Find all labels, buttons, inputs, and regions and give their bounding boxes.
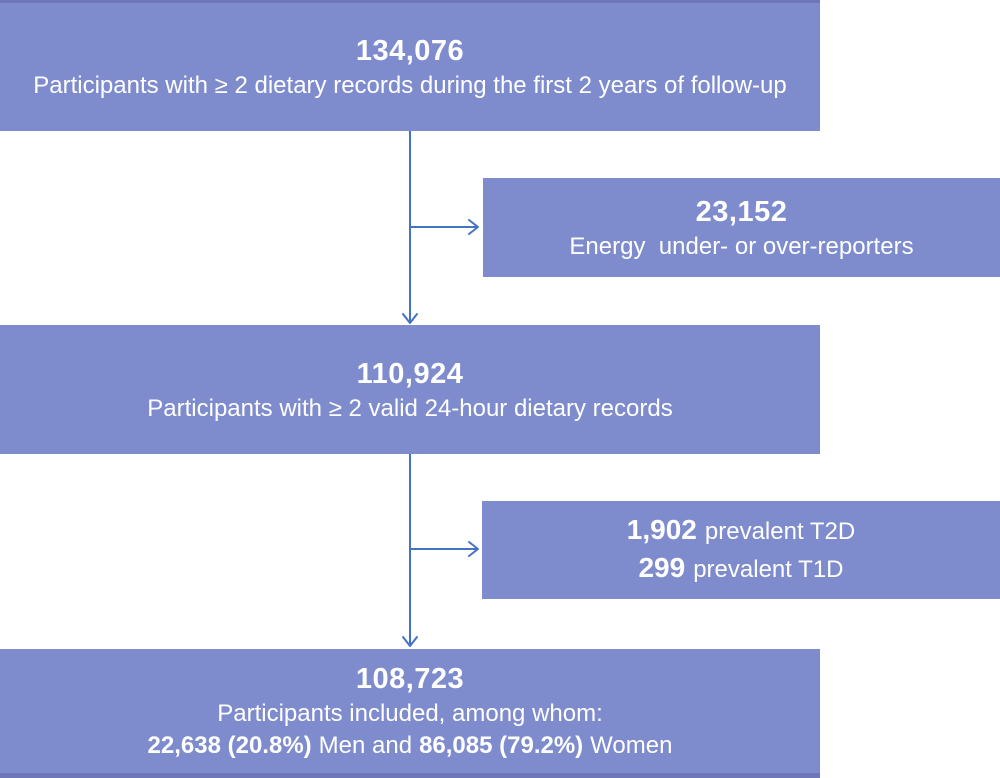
box-eligible-participants: 134,076 Participants with ≥ 2 dietary re… xyxy=(0,0,820,131)
men-count: 22,638 (20.8%) xyxy=(148,730,312,762)
men-label: Men and xyxy=(319,730,412,762)
box-excluded-prevalent-diabetes: 1,902 prevalent T2D 299 prevalent T1D xyxy=(482,501,1000,599)
valid-records-description: Participants with ≥ 2 valid 24-hour diet… xyxy=(147,393,672,425)
included-count: 108,723 xyxy=(356,660,464,698)
valid-records-count: 110,924 xyxy=(357,355,464,393)
energy-reporters-count: 23,152 xyxy=(696,193,788,231)
box-excluded-energy-reporters: 23,152 Energy under- or over-reporters xyxy=(483,178,1000,277)
eligible-count: 134,076 xyxy=(356,32,464,70)
arrow-branch-to-energy-reporters xyxy=(410,220,478,234)
sex-breakdown-line: 22,638 (20.8%) Men and 86,085 (79.2%) Wo… xyxy=(148,730,673,762)
prevalent-t1d-line: 299 prevalent T1D xyxy=(638,550,843,588)
participant-flow-diagram: 134,076 Participants with ≥ 2 dietary re… xyxy=(0,0,1000,778)
prevalent-t1d-count: 299 xyxy=(638,550,685,586)
box-included-participants: 108,723 Participants included, among who… xyxy=(0,649,820,778)
women-count: 86,085 (79.2%) xyxy=(419,730,583,762)
prevalent-t2d-count: 1,902 xyxy=(627,512,697,548)
arrow-box1-to-box2 xyxy=(403,131,417,323)
eligible-description: Participants with ≥ 2 dietary records du… xyxy=(33,70,787,102)
prevalent-t2d-line: 1,902 prevalent T2D xyxy=(627,512,855,550)
box-valid-dietary-records: 110,924 Participants with ≥ 2 valid 24-h… xyxy=(0,325,820,454)
included-description: Participants included, among whom: xyxy=(217,698,603,730)
prevalent-t1d-label: prevalent T1D xyxy=(693,552,843,588)
women-label: Women xyxy=(590,730,672,762)
arrow-branch-to-prevalent-diabetes xyxy=(410,542,478,556)
arrow-box2-to-box3 xyxy=(403,454,417,646)
prevalent-t2d-label: prevalent T2D xyxy=(705,514,855,550)
energy-reporters-description: Energy under- or over-reporters xyxy=(569,231,913,263)
